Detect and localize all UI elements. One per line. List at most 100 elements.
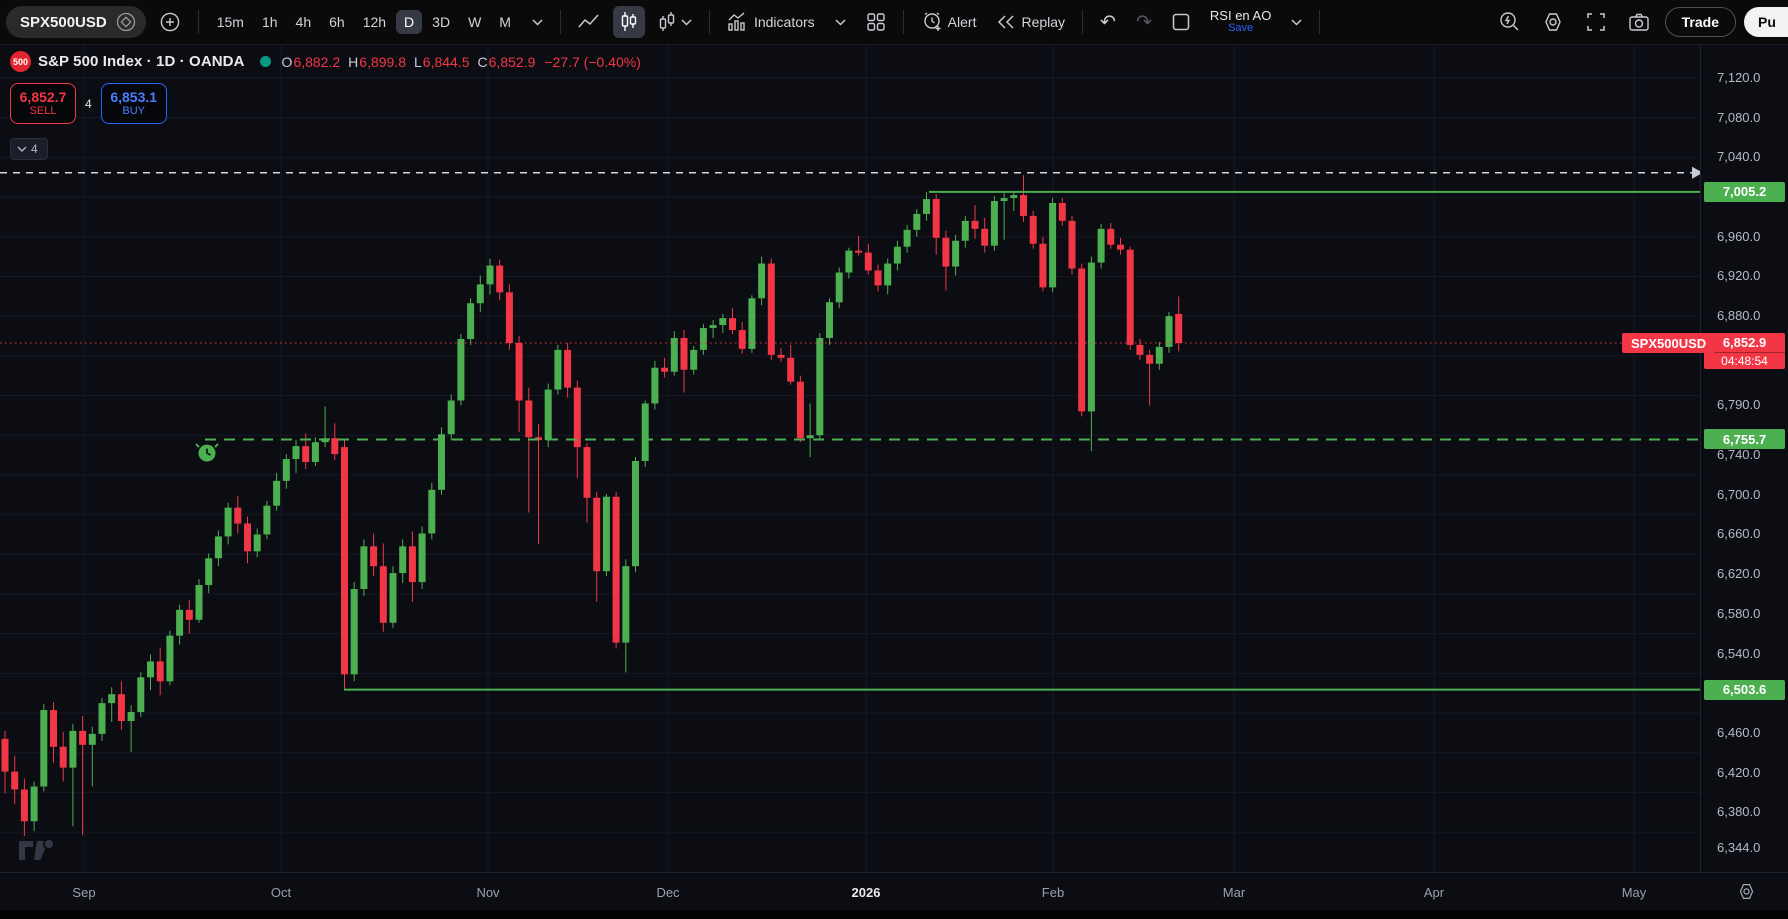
legend-title[interactable]: S&P 500 Index · 1D · OANDA: [38, 53, 245, 70]
candle-body[interactable]: [418, 533, 426, 583]
candle-body[interactable]: [1020, 195, 1027, 216]
timeframe-1h[interactable]: 1h: [261, 14, 278, 30]
layout-grid-button[interactable]: [859, 7, 893, 37]
candle-body[interactable]: [641, 403, 649, 462]
candle-body[interactable]: [661, 367, 669, 372]
candle-body[interactable]: [1078, 268, 1086, 412]
candle-body[interactable]: [554, 349, 562, 390]
candle-body[interactable]: [486, 265, 494, 285]
alert-clock-marker[interactable]: [195, 443, 219, 462]
candle-body[interactable]: [1029, 215, 1037, 244]
timeframe-4h[interactable]: 4h: [295, 14, 312, 30]
chart-style-dropdown[interactable]: [651, 6, 699, 38]
candle-body[interactable]: [147, 661, 154, 678]
candle-body[interactable]: [1039, 243, 1047, 288]
candle-body[interactable]: [913, 213, 921, 230]
candle-body[interactable]: [1146, 354, 1154, 364]
replay-button[interactable]: Replay: [989, 9, 1072, 35]
candle-body[interactable]: [602, 496, 610, 572]
candle-body[interactable]: [1058, 203, 1066, 221]
candle-body[interactable]: [893, 246, 901, 264]
candle-body[interactable]: [370, 546, 378, 567]
line-chart-type-button[interactable]: [571, 9, 607, 35]
candle-body[interactable]: [467, 303, 475, 339]
candle-body[interactable]: [1097, 228, 1105, 263]
candle-body[interactable]: [884, 263, 892, 286]
candle-body[interactable]: [622, 566, 630, 643]
candle-body[interactable]: [20, 789, 28, 822]
compare-add-button[interactable]: [152, 6, 188, 38]
candle-body[interactable]: [787, 357, 795, 382]
candle-body[interactable]: [311, 442, 319, 463]
candle-body[interactable]: [331, 438, 339, 455]
candle-body[interactable]: [1010, 195, 1018, 199]
candle-body[interactable]: [59, 746, 67, 768]
candle-body[interactable]: [341, 447, 348, 675]
fullscreen-button[interactable]: [1579, 7, 1613, 37]
candle-body[interactable]: [350, 589, 358, 675]
candle-body[interactable]: [1165, 316, 1173, 347]
candle-body[interactable]: [990, 201, 998, 246]
candle-body[interactable]: [447, 400, 455, 435]
candle-body[interactable]: [758, 263, 766, 299]
symbol-search-button[interactable]: SPX500USD: [6, 6, 146, 38]
candle-body[interactable]: [981, 228, 989, 246]
candle-body[interactable]: [282, 459, 290, 481]
candle-body[interactable]: [1000, 198, 1008, 202]
timeframe-D[interactable]: D: [396, 10, 423, 34]
candle-body[interactable]: [729, 318, 736, 331]
candle-body[interactable]: [738, 330, 746, 349]
candle-body[interactable]: [923, 199, 930, 214]
candle-body[interactable]: [961, 220, 969, 241]
symbol-legend[interactable]: 500 S&P 500 Index · 1D · OANDA O 6,882.2 H…: [10, 51, 641, 72]
candle-body[interactable]: [244, 523, 251, 552]
candle-body[interactable]: [690, 349, 698, 370]
candle-body[interactable]: [845, 250, 853, 273]
time-axis[interactable]: Sep Oct Nov Dec 2026 Feb Mar Apr May: [0, 872, 1788, 910]
candle-body[interactable]: [40, 710, 48, 787]
candle-body[interactable]: [292, 446, 300, 460]
candle-body[interactable]: [185, 609, 193, 620]
candle-body[interactable]: [1175, 313, 1183, 344]
candle-body[interactable]: [971, 220, 979, 229]
candle-body[interactable]: [709, 325, 717, 329]
candle-body[interactable]: [399, 546, 407, 574]
candle-body[interactable]: [50, 710, 57, 747]
candle-body[interactable]: [932, 199, 940, 238]
candle-body[interactable]: [476, 284, 484, 304]
candle-body[interactable]: [855, 250, 863, 253]
candle-body[interactable]: [408, 546, 416, 583]
timeframe-M[interactable]: M: [499, 14, 511, 30]
candle-body[interactable]: [79, 730, 87, 745]
candle-body[interactable]: [651, 367, 659, 404]
candles-chart-type-button[interactable]: [612, 6, 645, 38]
candle-body[interactable]: [11, 771, 19, 790]
candle-body[interactable]: [137, 677, 145, 713]
candle-body[interactable]: [389, 573, 397, 623]
candle-body[interactable]: [214, 536, 222, 559]
candle-body[interactable]: [1087, 262, 1095, 412]
candle-body[interactable]: [30, 786, 38, 822]
candle-body[interactable]: [632, 461, 639, 567]
axis-settings-icon[interactable]: [1737, 882, 1756, 906]
candle-body[interactable]: [903, 229, 911, 247]
candle-body[interactable]: [505, 292, 513, 343]
candle-body[interactable]: [1126, 249, 1134, 345]
candle-body[interactable]: [379, 566, 387, 623]
candle-body[interactable]: [1068, 220, 1076, 269]
candle-body[interactable]: [583, 447, 591, 498]
candle-body[interactable]: [593, 497, 601, 572]
candle-body[interactable]: [874, 270, 882, 286]
candle-body[interactable]: [1107, 228, 1115, 245]
candle-body[interactable]: [680, 337, 688, 370]
candle-body[interactable]: [263, 505, 271, 535]
candle-body[interactable]: [195, 585, 203, 620]
candle-body[interactable]: [496, 265, 504, 293]
candle-body[interactable]: [942, 237, 950, 267]
candle-body[interactable]: [156, 661, 164, 682]
timeframe-more-button[interactable]: [525, 14, 550, 31]
indicators-button[interactable]: Indicators: [720, 7, 822, 37]
template-save-link[interactable]: Save: [1228, 22, 1254, 35]
candle-body[interactable]: [612, 496, 620, 643]
candle-body[interactable]: [428, 489, 436, 534]
